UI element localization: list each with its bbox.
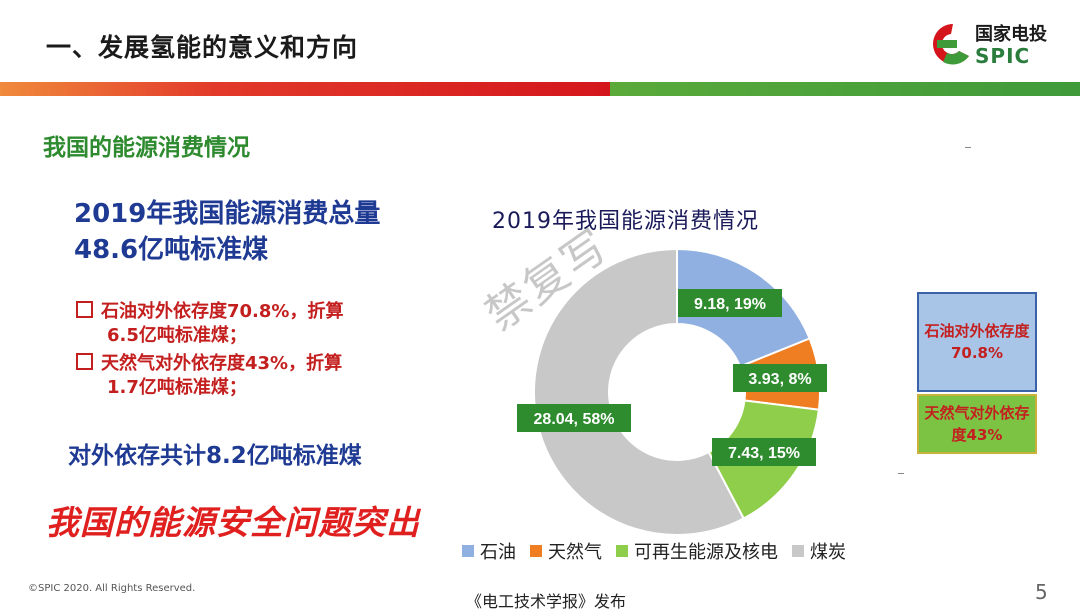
gas-bullet-line2: 1.7亿吨标准煤； bbox=[107, 377, 247, 398]
legend-label-gas: 天然气 bbox=[548, 542, 602, 563]
chart-legend: 石油 天然气 可再生能源及核电 煤炭 bbox=[462, 538, 846, 564]
data-label-text: 7.43, 15% bbox=[728, 445, 800, 462]
publisher-text: 《电工技术学报》发布 bbox=[466, 592, 627, 611]
oil-dependency-callout: 石油对外依存度70.8% bbox=[917, 292, 1037, 392]
data-label-text: 28.04, 58% bbox=[534, 411, 615, 428]
logo-english-name: SPIC bbox=[975, 44, 1031, 68]
decorative-dash bbox=[898, 473, 904, 474]
decorative-dash bbox=[965, 147, 971, 148]
copyright-text: ©SPIC 2020. All Rights Reserved. bbox=[28, 583, 196, 594]
page-number: 5 bbox=[1035, 580, 1048, 604]
data-label-gas: 3.93, 8% bbox=[733, 364, 827, 392]
oil-dependency-bullet: 石油对外依存度70.8%，折算 6.5亿吨标准煤； bbox=[76, 300, 343, 348]
data-label-text: 3.93, 8% bbox=[748, 371, 811, 388]
header-red-bar bbox=[0, 82, 610, 96]
data-label-box bbox=[517, 404, 631, 432]
gas-dependency-bullet: 天然气对外依存度43%，折算 1.7亿吨标准煤； bbox=[76, 352, 342, 400]
data-label-oil: 9.18, 19% bbox=[678, 289, 782, 317]
gas-dependency-callout: 天然气对外依存度43% bbox=[917, 394, 1037, 454]
data-label-box bbox=[712, 438, 816, 466]
chart-title: 2019年我国能源消费情况 bbox=[492, 209, 759, 234]
spic-logo-icon bbox=[933, 24, 969, 65]
section-title: 我国的能源消费情况 bbox=[43, 135, 250, 161]
legend-item-oil: 石油 bbox=[462, 538, 516, 564]
donut-chart: 9.18, 19% 3.93, 8% 7.43, 15% 28.04, 58% bbox=[517, 247, 827, 536]
legend-label-coal: 煤炭 bbox=[810, 542, 846, 563]
legend-item-coal: 煤炭 bbox=[792, 538, 846, 564]
legend-item-gas: 天然气 bbox=[530, 538, 602, 564]
legend-swatch-gas bbox=[530, 545, 542, 557]
energy-security-headline: 我国的能源安全问题突出 bbox=[46, 503, 420, 542]
page-title: 一、发展氢能的意义和方向 bbox=[46, 33, 359, 62]
data-label-box bbox=[733, 364, 827, 392]
oil-bullet-line2: 6.5亿吨标准煤； bbox=[107, 325, 247, 346]
legend-label-renewable: 可再生能源及核电 bbox=[634, 542, 778, 563]
checkbox-square-icon bbox=[76, 301, 93, 318]
oil-bullet-line1: 石油对外依存度70.8%，折算 bbox=[101, 301, 344, 322]
checkbox-square-icon bbox=[76, 353, 93, 370]
data-label-renewable: 7.43, 15% bbox=[712, 438, 816, 466]
total-dependency-text: 对外依存共计8.2亿吨标准煤 bbox=[68, 443, 362, 469]
donut-slice-coal bbox=[533, 247, 746, 536]
data-label-box bbox=[678, 289, 782, 317]
data-label-text: 9.18, 19% bbox=[694, 296, 766, 313]
legend-swatch-renewable bbox=[616, 545, 628, 557]
data-label-coal: 28.04, 58% bbox=[517, 404, 631, 432]
legend-swatch-oil bbox=[462, 545, 474, 557]
legend-item-renewable: 可再生能源及核电 bbox=[616, 538, 778, 564]
total-consumption-text: 2019年我国能源消费总量48.6亿吨标准煤 bbox=[74, 199, 381, 265]
legend-label-oil: 石油 bbox=[480, 542, 516, 563]
header-green-bar bbox=[610, 82, 1080, 96]
gas-bullet-line1: 天然气对外依存度43%，折算 bbox=[101, 353, 343, 374]
legend-swatch-coal bbox=[792, 545, 804, 557]
logo-chinese-name: 国家电投 bbox=[975, 24, 1047, 45]
